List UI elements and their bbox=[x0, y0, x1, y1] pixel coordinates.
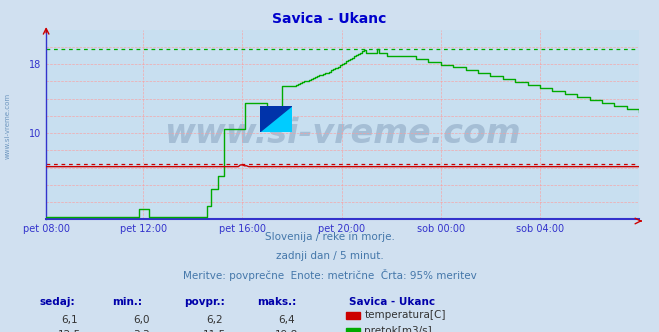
Text: Savica - Ukanc: Savica - Ukanc bbox=[272, 12, 387, 26]
Text: Savica - Ukanc: Savica - Ukanc bbox=[349, 297, 436, 307]
Text: 3,3: 3,3 bbox=[133, 330, 150, 332]
Text: www.si-vreme.com: www.si-vreme.com bbox=[5, 93, 11, 159]
Text: Meritve: povprečne  Enote: metrične  Črta: 95% meritev: Meritve: povprečne Enote: metrične Črta:… bbox=[183, 269, 476, 281]
Text: zadnji dan / 5 minut.: zadnji dan / 5 minut. bbox=[275, 251, 384, 261]
Text: 11,5: 11,5 bbox=[202, 330, 226, 332]
Polygon shape bbox=[260, 106, 292, 132]
Text: temperatura[C]: temperatura[C] bbox=[364, 310, 446, 320]
Text: 6,4: 6,4 bbox=[278, 315, 295, 325]
Text: pretok[m3/s]: pretok[m3/s] bbox=[364, 326, 432, 332]
Text: maks.:: maks.: bbox=[257, 297, 297, 307]
Text: min.:: min.: bbox=[112, 297, 142, 307]
Text: Slovenija / reke in morje.: Slovenija / reke in morje. bbox=[264, 232, 395, 242]
Text: 19,8: 19,8 bbox=[275, 330, 299, 332]
Text: sedaj:: sedaj: bbox=[40, 297, 75, 307]
Text: www.si-vreme.com: www.si-vreme.com bbox=[164, 118, 521, 150]
Text: 12,5: 12,5 bbox=[57, 330, 81, 332]
Text: 6,2: 6,2 bbox=[206, 315, 223, 325]
Polygon shape bbox=[260, 106, 292, 132]
Text: povpr.:: povpr.: bbox=[185, 297, 225, 307]
Text: 6,1: 6,1 bbox=[61, 315, 78, 325]
Text: 6,0: 6,0 bbox=[133, 315, 150, 325]
Polygon shape bbox=[260, 106, 292, 132]
